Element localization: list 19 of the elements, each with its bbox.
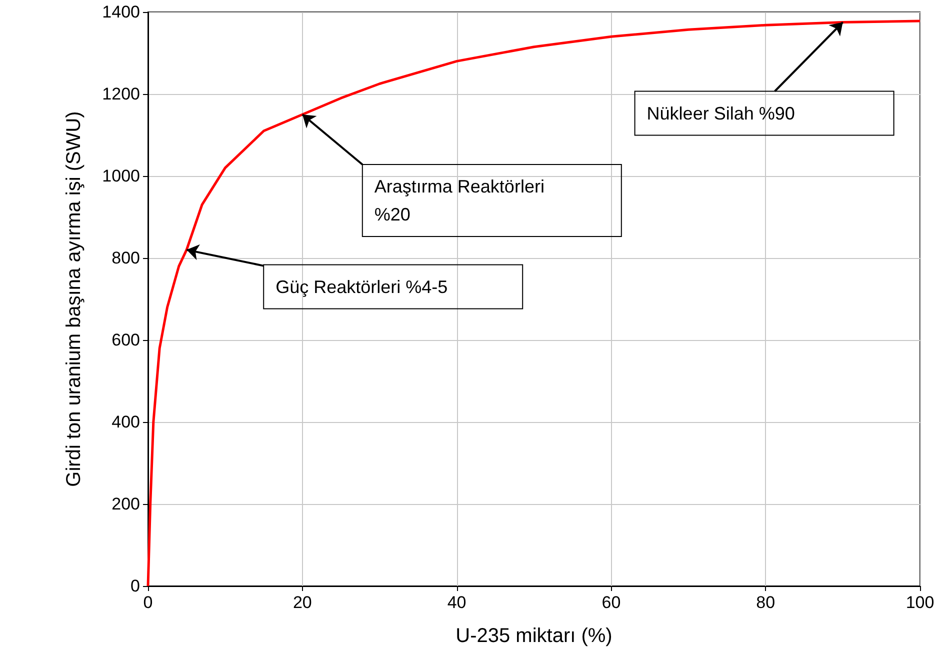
y-tick-label: 0 xyxy=(130,576,140,596)
y-tick-label: 1400 xyxy=(102,2,140,22)
x-tick-label: 100 xyxy=(906,593,934,612)
x-tick-label: 0 xyxy=(143,593,153,612)
x-tick-label: 40 xyxy=(447,593,466,612)
annotation: Güç Reaktörleri %4-5 xyxy=(276,276,448,297)
y-tick-label: 1200 xyxy=(102,84,140,104)
annotation: Nükleer Silah %90 xyxy=(646,103,795,124)
y-tick-label: 800 xyxy=(112,248,140,268)
y-axis-title: Girdi ton uranium başına ayırma işi (SWU) xyxy=(63,111,85,487)
x-axis-title: U-235 miktarı (%) xyxy=(456,625,612,647)
y-tick-label: 1000 xyxy=(102,166,140,186)
annotation: Araştırma Reaktörleri %20 xyxy=(374,176,550,224)
y-tick-label: 400 xyxy=(112,412,140,432)
x-tick-label: 60 xyxy=(602,593,621,612)
x-tick-label: 20 xyxy=(292,593,312,612)
x-tick-label: 80 xyxy=(756,593,776,612)
y-tick-label: 200 xyxy=(112,494,140,514)
y-tick-label: 600 xyxy=(112,330,140,350)
